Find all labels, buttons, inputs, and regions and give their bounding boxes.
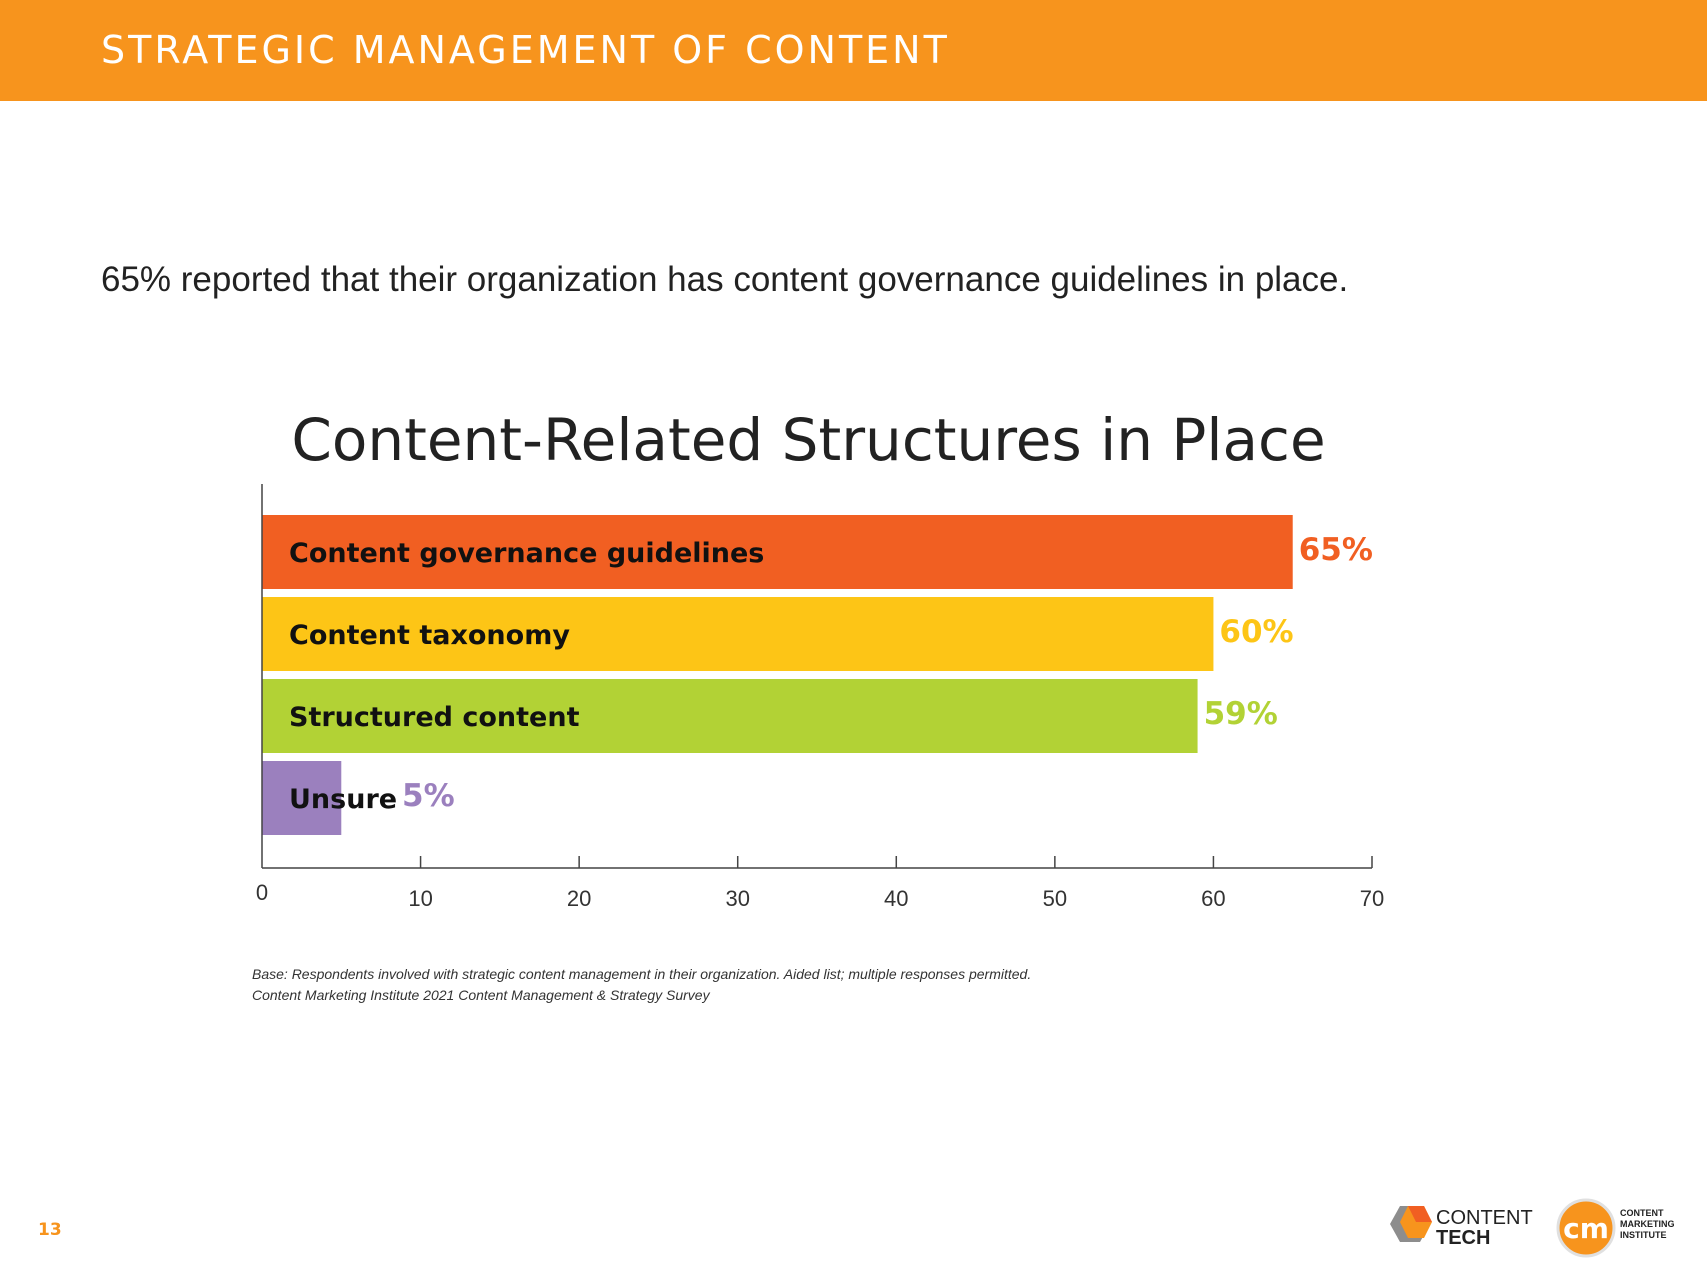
content-tech-logo-line1: CONTENT <box>1436 1207 1533 1229</box>
x-tick-label-7: 70 <box>1360 886 1384 911</box>
x-tick-label-0: 0 <box>256 880 268 905</box>
bar-2 <box>262 679 1198 753</box>
x-tick-label-6: 60 <box>1201 886 1225 911</box>
x-tick-label-5: 50 <box>1043 886 1067 911</box>
footnote-base: Base: Respondents involved with strategi… <box>252 966 1032 982</box>
x-tick-label-2: 20 <box>567 886 591 911</box>
lead-text: 65% reported that their organization has… <box>101 260 1349 299</box>
cmi-logo-mark: cm <box>1563 1212 1609 1245</box>
chart-title: Content-Related Structures in Place <box>291 406 1326 474</box>
footnote-source: Content Marketing Institute 2021 Content… <box>252 987 710 1003</box>
content-tech-logo-line2: TECH <box>1436 1227 1490 1249</box>
value-label-0: 65% <box>1299 532 1373 568</box>
cmi-logo-line2: MARKETING <box>1620 1219 1675 1229</box>
cmi-logo-line3: INSTITUTE <box>1620 1230 1667 1240</box>
value-label-2: 59% <box>1204 696 1278 732</box>
cmi-logo: cm CONTENT MARKETING INSTITUTE <box>1556 1198 1675 1258</box>
x-tick-label-1: 10 <box>408 886 432 911</box>
bar-0 <box>262 515 1293 589</box>
bar-chart: Content governance guidelines 65% Content … <box>256 484 1384 911</box>
x-tick-label-3: 30 <box>725 886 749 911</box>
bar-3 <box>262 761 342 835</box>
bar-label-3: Unsure <box>289 784 397 815</box>
bar-label-1: Content taxonomy <box>289 620 570 651</box>
page-number: 13 <box>38 1220 62 1240</box>
header-bar: STRATEGIC MANAGEMENT OF CONTENT <box>0 0 1707 101</box>
value-label-1: 60% <box>1219 614 1293 650</box>
cmi-circle-icon <box>1556 1198 1616 1258</box>
bar-label-2: Structured content <box>289 702 580 733</box>
value-label-3: 5% <box>402 778 455 814</box>
x-tick-label-4: 40 <box>884 886 908 911</box>
header-title: STRATEGIC MANAGEMENT OF CONTENT <box>101 28 950 72</box>
bar-1 <box>262 597 1214 671</box>
cmi-logo-line1: CONTENT <box>1620 1208 1664 1218</box>
content-tech-logo: CONTENT TECH <box>1390 1206 1533 1249</box>
bar-label-0: Content governance guidelines <box>289 538 764 569</box>
